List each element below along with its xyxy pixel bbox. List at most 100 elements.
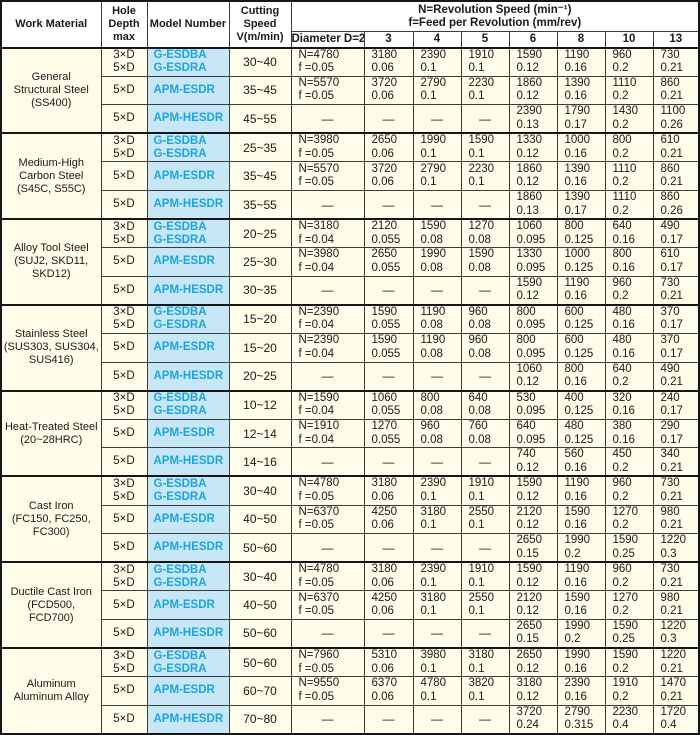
speed-feed-cell: 370 0.17 <box>652 332 700 363</box>
revolution-speed-value: 1590 <box>516 477 543 490</box>
revolution-speed-value: 640 <box>516 420 536 433</box>
revolution-speed-value: 490 <box>660 220 680 233</box>
speed-feed-cell: 1270 0.055 <box>363 418 414 449</box>
speed-feed-cell: 640 0.2 <box>604 361 654 392</box>
not-applicable-cell: — <box>460 533 510 563</box>
speed-feed-cell: 1860 0.13 <box>508 189 558 220</box>
speed-feed-cell: 560 0.16 <box>556 447 606 477</box>
speed-feed-cell: 760 0.08 <box>460 418 510 449</box>
model-number-cell: APM-HESDR <box>146 189 230 220</box>
revolution-speed-value: 1590 <box>468 248 495 261</box>
feed-value: 0.1 <box>468 605 485 618</box>
speed-feed-cell: 800 0.125 <box>556 218 606 249</box>
feed-value: f =0.04 <box>298 261 335 274</box>
table-row: 5×D APM-ESDR 15~20 N=2390 f =0.04 1590 0.055 11… <box>1 332 700 363</box>
not-applicable-cell: — <box>412 533 462 563</box>
feed-value: 0.06 <box>371 690 394 703</box>
revolution-speed-value: 2120 <box>516 591 543 604</box>
hole-depth-cell: 5×D <box>100 361 148 392</box>
hole-depth-cell: 5×D <box>100 75 148 106</box>
speed-feed-cell: 4250 0.06 <box>363 504 414 535</box>
speed-feed-cell: 380 0.16 <box>604 418 654 449</box>
speed-feed-cell: 4250 0.06 <box>363 590 414 620</box>
hole-depth-cell: 5×D <box>100 504 148 535</box>
feed-value: 0.4 <box>612 719 629 732</box>
revolution-speed-value: 2550 <box>468 591 495 604</box>
speed-feed-cell: 1270 0.2 <box>604 590 654 620</box>
feed-value: 0.16 <box>612 347 635 360</box>
not-applicable-cell: — <box>412 447 462 477</box>
feed-value: 0.3 <box>660 633 677 646</box>
speed-feed-cell: 2390 0.1 <box>412 475 462 506</box>
speed-feed-cell: N=3980 f =0.04 <box>290 247 365 277</box>
revolution-speed-value: 1590 <box>612 619 639 632</box>
not-applicable-cell: — <box>412 704 462 735</box>
feed-value: 0.16 <box>612 405 635 418</box>
speed-feed-cell: 1110 0.2 <box>604 75 654 106</box>
feed-value: 0.26 <box>660 118 683 131</box>
revolution-speed-value: 980 <box>660 505 680 518</box>
revolution-speed-value: N=3980 <box>298 134 340 147</box>
feed-value: 0.095 <box>516 347 546 360</box>
speed-feed-cell: 6370 0.06 <box>363 676 414 706</box>
revolution-speed-value: 3180 <box>468 649 495 662</box>
revolution-speed-value: 1000 <box>564 248 591 261</box>
revolution-speed-value: 1220 <box>660 619 687 632</box>
feed-value: 0.095 <box>516 233 546 246</box>
speed-feed-cell: 1590 0.055 <box>363 303 414 334</box>
table-row: 5×D APM-ESDR 60~70 N=9550 f =0.05 6370 0.06 478… <box>1 676 700 706</box>
revolution-speed-value: 1270 <box>612 505 639 518</box>
work-material-cell: Alloy Tool Steel (SUJ2, SKD11, SKD12) <box>0 218 102 306</box>
feed-value: f =0.04 <box>298 433 335 446</box>
revolution-speed-value: 730 <box>660 276 680 289</box>
model-number-cell: G-ESDBA G-ESDRA <box>146 646 230 678</box>
feed-value: 0.06 <box>371 519 394 532</box>
revolution-speed-value: 800 <box>612 248 632 261</box>
speed-feed-cell: N=1910 f =0.04 <box>290 418 365 449</box>
col-header-diameter-8: 8 <box>556 31 606 48</box>
revolution-speed-value: 730 <box>660 563 680 576</box>
feed-value: 0.08 <box>420 347 443 360</box>
speed-feed-cell: 1330 0.12 <box>508 132 558 163</box>
feed-value: 0.2 <box>612 290 629 303</box>
revolution-speed-value: 2650 <box>371 134 398 147</box>
cutting-speed-cell: 30~40 <box>228 46 292 77</box>
feed-value: 0.16 <box>564 461 587 474</box>
feed-value: 0.06 <box>371 62 394 75</box>
feed-value: 0.125 <box>564 233 594 246</box>
revolution-speed-value: N=5570 <box>298 76 340 89</box>
feed-value: 0.17 <box>660 347 683 360</box>
table-row: Alloy Tool Steel (SUJ2, SKD11, SKD12) 3×D… <box>0 218 700 306</box>
revolution-speed-value: 2790 <box>420 162 447 175</box>
feed-value: 0.16 <box>564 490 587 503</box>
revolution-speed-value: 2230 <box>468 76 495 89</box>
speed-feed-cell: 860 0.26 <box>652 189 700 220</box>
feed-value: 0.055 <box>371 347 401 360</box>
revolution-speed-value: 1590 <box>612 534 639 547</box>
speed-feed-cell: 1060 0.055 <box>363 389 414 420</box>
feed-value: 0.12 <box>516 605 539 618</box>
revolution-speed-value: 1430 <box>612 105 639 118</box>
revolution-speed-value: N=4780 <box>298 48 340 61</box>
feed-value: 0.17 <box>564 204 587 217</box>
revolution-speed-value: N=1910 <box>298 420 340 433</box>
hole-depth-cell: 5×D <box>100 247 148 277</box>
feed-value: 0.125 <box>564 433 594 446</box>
revolution-speed-value: N=7960 <box>298 649 340 662</box>
speed-feed-cell: 4780 0.1 <box>412 676 462 706</box>
revolution-speed-value: 2650 <box>516 649 543 662</box>
feed-value: 0.15 <box>516 633 539 646</box>
speed-feed-cell: 1990 0.2 <box>556 533 606 563</box>
feed-value: 0.1 <box>468 662 485 675</box>
speed-feed-cell: 2650 0.06 <box>363 132 414 163</box>
hole-depth-cell: 3×D 5×D <box>100 475 148 506</box>
work-material-cell: Ductile Cast Iron (FCD500, FCD700) <box>0 561 102 649</box>
revolution-speed-value: 2790 <box>564 705 591 718</box>
feed-value: 0.1 <box>420 605 437 618</box>
revolution-speed-value: 1270 <box>371 420 398 433</box>
speed-feed-cell: 1910 0.1 <box>460 46 510 77</box>
speed-feed-cell: 1270 0.08 <box>460 218 510 249</box>
revolution-speed-value: 960 <box>468 305 488 318</box>
feed-value: 0.21 <box>660 176 683 189</box>
speed-feed-cell: 1590 0.25 <box>604 618 654 649</box>
